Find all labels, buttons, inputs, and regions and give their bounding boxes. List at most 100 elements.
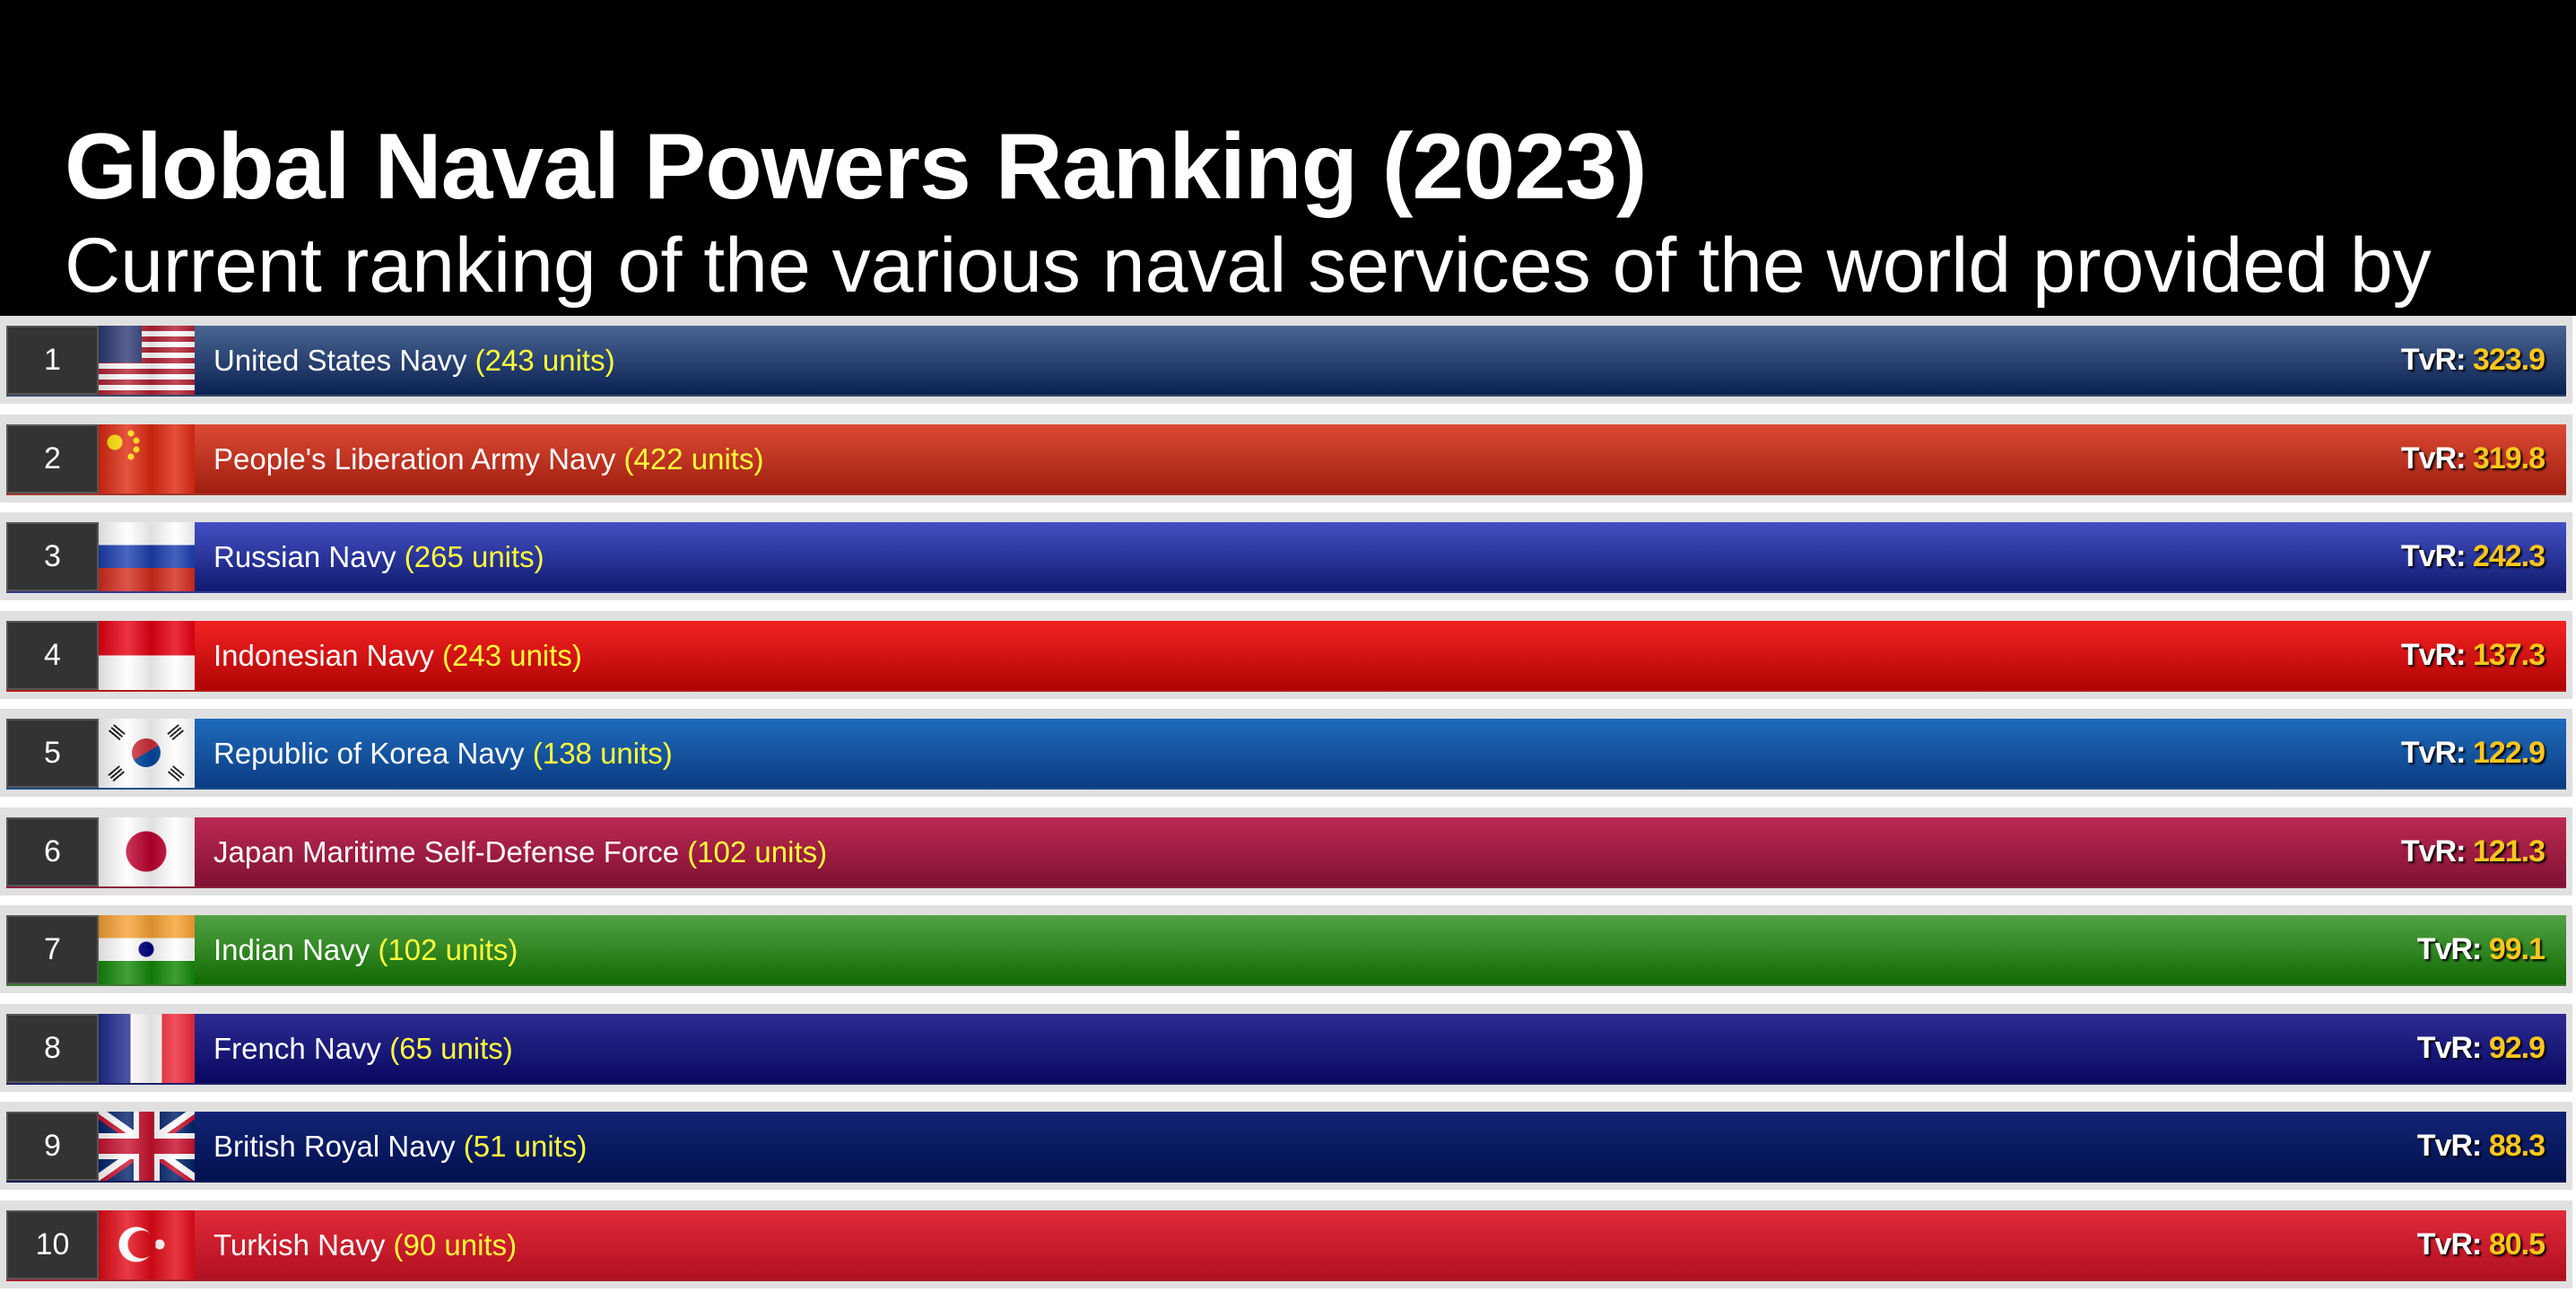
ranking-row: 9 British Royal Navy (51 units) TvR: 88.…: [0, 1102, 2572, 1190]
ranking-row: 8 French Navy (65 units) TvR: 92.9: [0, 1003, 2572, 1092]
ranking-bar: 7 Indian Navy (102 units) TvR: 99.1: [6, 915, 2566, 986]
header: Global Naval Powers Ranking (2023) Curre…: [0, 0, 2576, 316]
navy-name: United States Navy (243 units): [213, 326, 615, 395]
tvr-label: TvR:: [2416, 1129, 2483, 1163]
unit-count: (243 units): [442, 638, 582, 672]
tvr-label: TvR:: [2400, 441, 2467, 476]
page-title: Global Naval Powers Ranking (2023): [65, 115, 1648, 219]
ranking-bar: 9 British Royal Navy (51 units) TvR: 88.…: [6, 1112, 2566, 1183]
rank-number: 1: [6, 326, 99, 395]
unit-count: (138 units): [532, 737, 673, 770]
ranking-row: 4 Indonesian Navy (243 units) TvR: 137.3: [0, 610, 2572, 699]
tvr-value: 88.3: [2488, 1129, 2546, 1163]
ranking-bar: 10 Turkish Navy (90 units) TvR: 80.5: [6, 1209, 2566, 1281]
ranking-row: 2 People's Liberation Army Navy (422 uni…: [0, 414, 2572, 502]
tvr-label: TvR:: [2400, 539, 2467, 573]
france-flag-icon: [99, 1013, 195, 1083]
page-subtitle: Current ranking of the various naval ser…: [65, 223, 2432, 309]
rank-number: 3: [6, 522, 99, 591]
ranking-bar: 6 Japan Maritime Self-Defense Force (102…: [6, 816, 2566, 888]
navy-name: Turkish Navy (90 units): [213, 1210, 517, 1279]
tvr-score: TvR: 99.1: [2416, 915, 2546, 984]
tvr-label: TvR:: [2400, 637, 2467, 672]
ranking-row: 3 Russian Navy (265 units) TvR: 242.3: [0, 512, 2572, 600]
ranking-bar: 5 Republic of Korea Navy (138 units) TvR…: [6, 719, 2566, 790]
unit-count: (65 units): [389, 1031, 513, 1065]
rank-number: 6: [6, 816, 99, 886]
china-flag-icon: [99, 423, 195, 493]
ranking-row: 5 Republic of Korea Navy (138 units) TvR…: [0, 709, 2572, 797]
tvr-value: 80.5: [2488, 1227, 2546, 1261]
unit-count: (90 units): [393, 1227, 518, 1261]
tvr-value: 319.8: [2472, 441, 2546, 476]
navy-name: People's Liberation Army Navy (422 units…: [213, 424, 763, 493]
unit-count: (422 units): [623, 441, 764, 476]
tvr-score: TvR: 80.5: [2416, 1210, 2546, 1279]
ranking-bar: 2 People's Liberation Army Navy (422 uni…: [6, 423, 2566, 495]
tvr-score: TvR: 137.3: [2400, 621, 2546, 690]
tvr-label: TvR:: [2400, 834, 2467, 869]
tvr-score: TvR: 121.3: [2400, 817, 2546, 886]
rank-number: 9: [6, 1112, 99, 1181]
tvr-value: 92.9: [2488, 1030, 2546, 1065]
tvr-score: TvR: 122.9: [2400, 719, 2546, 788]
unit-count: (102 units): [378, 933, 518, 966]
navy-name: British Royal Navy (51 units): [213, 1112, 587, 1181]
navy-name-text: Russian Navy: [213, 540, 396, 573]
ranking-bar: 8 French Navy (65 units) TvR: 92.9: [6, 1013, 2566, 1085]
india-flag-icon: [99, 915, 195, 984]
navy-name-text: United States Navy: [213, 344, 467, 377]
tvr-score: TvR: 88.3: [2416, 1112, 2546, 1181]
ranking-row: 1 United States Navy (243 units) TvR: 32…: [0, 316, 2572, 404]
navy-name-text: Indonesian Navy: [213, 638, 434, 672]
unit-count: (102 units): [687, 834, 828, 869]
tvr-value: 137.3: [2472, 637, 2546, 672]
ranking-bar: 3 Russian Navy (265 units) TvR: 242.3: [6, 522, 2566, 593]
uk-flag-icon: [99, 1112, 195, 1181]
tvr-label: TvR:: [2416, 1030, 2483, 1065]
rank-number: 8: [6, 1013, 99, 1083]
tvr-label: TvR:: [2400, 736, 2467, 770]
tvr-value: 242.3: [2472, 539, 2546, 573]
navy-name-text: People's Liberation Army Navy: [213, 441, 616, 476]
tvr-score: TvR: 242.3: [2400, 522, 2546, 591]
russia-flag-icon: [99, 522, 195, 591]
rank-number: 10: [6, 1209, 99, 1279]
navy-name-text: Japan Maritime Self-Defense Force: [213, 834, 680, 869]
unit-count: (243 units): [474, 344, 615, 377]
japan-flag-icon: [99, 816, 195, 886]
navy-name: French Navy (65 units): [213, 1014, 513, 1083]
tvr-score: TvR: 323.9: [2400, 326, 2546, 395]
tvr-label: TvR:: [2400, 343, 2467, 377]
navy-name-text: British Royal Navy: [213, 1130, 456, 1163]
navy-name: Indian Navy (102 units): [213, 915, 518, 984]
tvr-value: 99.1: [2488, 932, 2546, 966]
unit-count: (265 units): [404, 540, 544, 573]
navy-name-text: Indian Navy: [213, 933, 370, 966]
navy-name-text: Republic of Korea Navy: [213, 737, 525, 770]
tvr-value: 323.9: [2472, 343, 2546, 377]
ranking-row: 7 Indian Navy (102 units) TvR: 99.1: [0, 905, 2572, 993]
korea-flag-icon: [99, 719, 195, 788]
navy-name: Indonesian Navy (243 units): [213, 621, 582, 690]
navy-name: Japan Maritime Self-Defense Force (102 u…: [213, 817, 827, 886]
ranking-bar: 4 Indonesian Navy (243 units) TvR: 137.3: [6, 620, 2566, 692]
rank-number: 4: [6, 620, 99, 690]
navy-name-text: French Navy: [213, 1031, 382, 1065]
ranking-row: 6 Japan Maritime Self-Defense Force (102…: [0, 807, 2572, 895]
us-flag-icon: [99, 326, 195, 395]
navy-name: Republic of Korea Navy (138 units): [213, 719, 673, 788]
unit-count: (51 units): [463, 1130, 587, 1163]
tvr-label: TvR:: [2416, 1227, 2483, 1261]
tvr-value: 121.3: [2472, 834, 2546, 869]
navy-name-text: Turkish Navy: [213, 1227, 386, 1261]
rank-number: 5: [6, 719, 99, 788]
ranking-row: 10 Turkish Navy (90 units) TvR: 80.5: [0, 1200, 2572, 1288]
turkey-flag-icon: [99, 1209, 195, 1279]
tvr-score: TvR: 319.8: [2400, 424, 2546, 493]
indonesia-flag-icon: [99, 620, 195, 690]
rank-number: 7: [6, 915, 99, 984]
rank-number: 2: [6, 423, 99, 493]
tvr-value: 122.9: [2472, 736, 2546, 770]
tvr-label: TvR:: [2416, 932, 2483, 966]
